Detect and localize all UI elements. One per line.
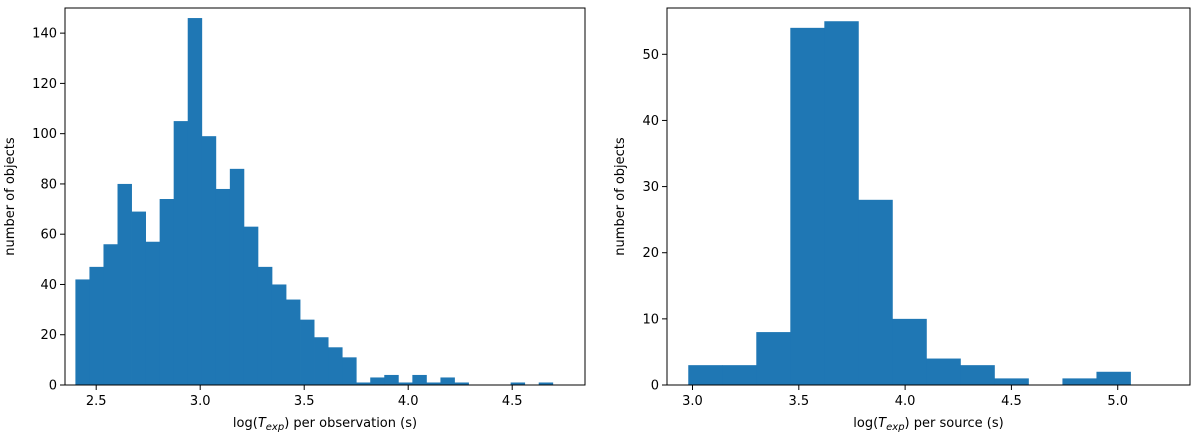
- y-tick-label: 0: [651, 379, 659, 394]
- x-tick-label: 4.0: [895, 394, 916, 409]
- histogram-bar: [286, 299, 301, 385]
- histogram-bar: [1096, 371, 1131, 385]
- histogram-bar: [412, 374, 427, 385]
- histogram-bar: [454, 382, 469, 385]
- histogram-bar: [892, 318, 927, 385]
- y-tick-label: 20: [642, 246, 659, 261]
- y-tick-label: 0: [49, 379, 57, 394]
- histogram-panel-left: 2.5 3.0 3.5 4.0 4.5 0 20 40 60 80 100 120 140 log(Tex…: [3, 7, 586, 433]
- histogram-bar: [131, 211, 146, 385]
- y-tick-label: 20: [40, 328, 57, 343]
- histogram-bar: [201, 136, 217, 385]
- histogram-bar: [688, 365, 723, 385]
- y-tick-label: 40: [642, 114, 659, 129]
- x-tick-label: 5.0: [1107, 394, 1128, 409]
- histogram-bar: [342, 357, 357, 385]
- histogram-bar: [858, 199, 893, 385]
- x-tick-label: 3.5: [294, 394, 315, 409]
- histogram-bar: [328, 347, 343, 385]
- histogram-bar: [538, 382, 554, 385]
- x-tick-label: 4.5: [502, 394, 523, 409]
- y-tick-label: 80: [40, 177, 57, 192]
- histogram-bar: [257, 266, 273, 385]
- histogram-bar: [187, 18, 203, 386]
- histogram-bar: [117, 183, 132, 385]
- histogram-bar: [89, 266, 104, 385]
- histogram-bar: [75, 279, 90, 385]
- histogram-bar: [229, 168, 245, 385]
- x-tick-label: 4.0: [398, 394, 419, 409]
- histogram-bar: [756, 332, 791, 385]
- histogram-bar: [440, 377, 455, 385]
- histogram-bar: [824, 21, 859, 385]
- plot-frame: [666, 7, 1191, 386]
- plot-frame: [64, 7, 586, 386]
- histogram-bar: [215, 188, 231, 385]
- histogram-panel-right: 3.0 3.5 4.0 4.5 5.0 0 10 20 30 40 50 log(Texp) per …: [613, 7, 1191, 433]
- x-axis-label: log(Texp) per observation (s): [233, 416, 417, 433]
- histogram-bar: [271, 284, 287, 385]
- x-axis-label: log(Texp) per source (s): [853, 416, 1003, 433]
- histogram-bar: [370, 377, 385, 385]
- histogram-bar: [510, 382, 526, 385]
- histogram-bar: [145, 241, 161, 385]
- histogram-bar: [426, 382, 441, 385]
- histogram-bar: [384, 374, 399, 385]
- histogram-bar: [300, 319, 315, 385]
- y-tick-label: 140: [32, 27, 57, 42]
- histogram-bar: [994, 378, 1029, 385]
- histogram-bar: [960, 365, 995, 385]
- x-tick-label: 3.0: [682, 394, 703, 409]
- x-tick-label: 3.5: [788, 394, 809, 409]
- y-tick-label: 100: [32, 127, 57, 142]
- y-axis-label: number of objects: [3, 137, 18, 256]
- y-axis-label: number of objects: [613, 137, 628, 256]
- histogram-bar: [790, 27, 825, 386]
- y-tick-label: 50: [642, 48, 659, 63]
- y-tick-label: 60: [40, 228, 57, 243]
- y-tick-label: 10: [642, 312, 659, 327]
- y-tick-label: 40: [40, 278, 57, 293]
- histogram-bar: [926, 358, 961, 385]
- y-tick-label: 30: [642, 180, 659, 195]
- y-tick-label: 120: [32, 77, 57, 92]
- histogram-bar: [1062, 378, 1097, 385]
- x-tick-label: 4.5: [1001, 394, 1022, 409]
- histogram-bar: [314, 337, 329, 385]
- histogram-bar: [103, 244, 118, 385]
- x-tick-label: 3.0: [190, 394, 211, 409]
- histogram-bar: [243, 226, 259, 385]
- histogram-bar: [173, 121, 189, 385]
- x-tick-label: 2.5: [86, 394, 107, 409]
- histogram-bar: [398, 382, 413, 385]
- histogram-bar: [159, 199, 175, 385]
- histogram-bar: [722, 365, 757, 385]
- histogram-bar: [356, 382, 371, 385]
